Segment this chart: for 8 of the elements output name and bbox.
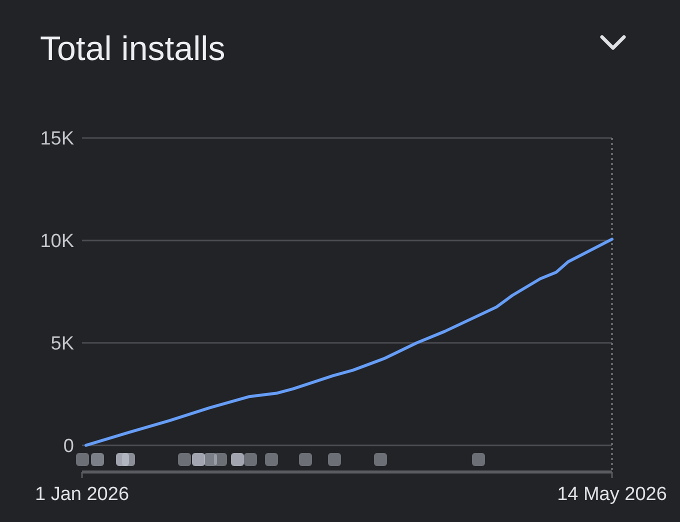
y-tick-label: 0 bbox=[63, 436, 74, 458]
x-tick-label: 14 May 2026 bbox=[557, 484, 667, 505]
line-series bbox=[84, 238, 614, 447]
chart-title: Total installs bbox=[40, 30, 226, 68]
y-tick-label: 15K bbox=[40, 128, 74, 150]
y-tick-label: 5K bbox=[50, 334, 74, 355]
y-tick-label: 10K bbox=[40, 231, 74, 252]
x-tick-label: 1 Jan 2026 bbox=[34, 484, 130, 505]
